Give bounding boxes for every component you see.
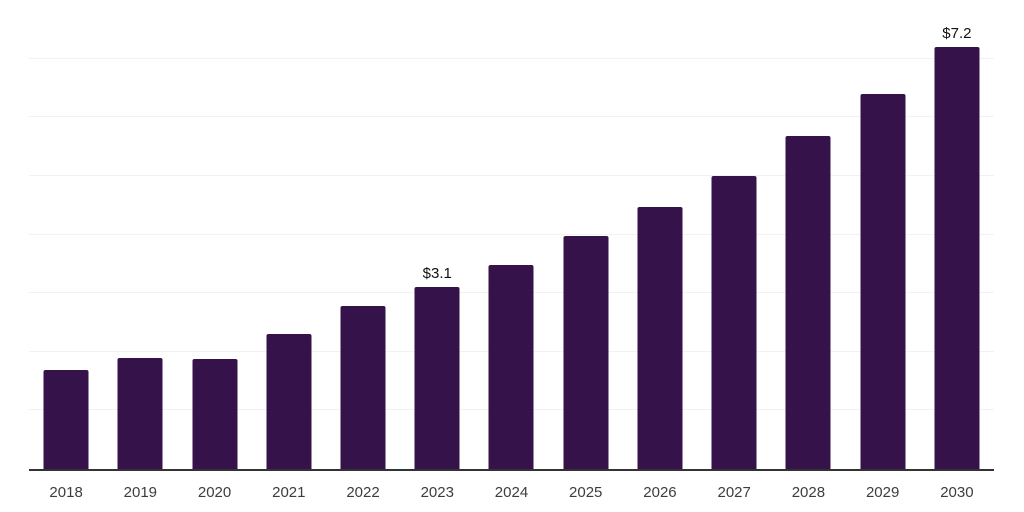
gridline-5	[29, 175, 994, 177]
x-tick-label-2023: 2023	[420, 484, 454, 501]
bar-slot-2019	[103, 0, 177, 469]
bar-2025	[563, 236, 609, 469]
bar-slot-2021	[252, 0, 326, 469]
bar-slot-2029	[846, 0, 920, 469]
value-label-2030: $7.2	[942, 25, 972, 43]
bar-2026	[637, 206, 683, 469]
bar-slot-2024	[474, 0, 548, 469]
gridline-4	[29, 233, 994, 235]
x-tick-label-2022: 2022	[346, 484, 380, 501]
x-tick-label-2019: 2019	[123, 484, 158, 501]
x-tick-label-2029: 2029	[865, 484, 900, 501]
bar-2028	[785, 136, 831, 469]
bar-2018	[43, 369, 89, 469]
bar-slot-2018	[29, 0, 103, 469]
bar-2027	[711, 176, 757, 469]
bar-slot-2022	[326, 0, 400, 469]
x-tick-label-2018: 2018	[49, 484, 83, 501]
x-tick-label-2025: 2025	[569, 484, 603, 501]
bar-2029	[860, 94, 906, 469]
bar-slot-2023: $3.1	[400, 0, 474, 469]
bar-2024	[488, 265, 534, 469]
bar-slot-2025	[549, 0, 623, 469]
bar-2020	[192, 358, 238, 469]
bar-slot-2020	[177, 0, 251, 469]
gridline-7	[29, 57, 994, 59]
bar-slot-2030: $7.2	[920, 0, 994, 469]
x-tick-label-2027: 2027	[717, 484, 751, 501]
bar-slot-2027	[697, 0, 771, 469]
x-axis-line	[29, 469, 994, 471]
x-tick-label-2020: 2020	[197, 484, 232, 501]
x-tick-label-2026: 2026	[643, 484, 677, 501]
bar-2030	[934, 47, 980, 469]
value-label-2023: $3.1	[422, 265, 452, 283]
gridline-6	[29, 116, 994, 118]
plot-area: $3.1 $7.2	[29, 0, 994, 471]
bar-2023	[414, 287, 460, 469]
bar-slot-2026	[623, 0, 697, 469]
x-tick-label-2021: 2021	[272, 484, 306, 501]
bar-2019	[117, 357, 163, 469]
x-tick-label-2024: 2024	[494, 484, 529, 501]
bar-slot-2028	[771, 0, 845, 469]
x-tick-label-2030: 2030	[940, 484, 974, 501]
x-tick-label-2028: 2028	[791, 484, 826, 501]
bar-2021	[266, 334, 312, 469]
bar-2022	[340, 305, 386, 469]
x-axis-tick-labels: 2018 2019 2020 2021 2022 2023 2024 2025 2026 2027…	[29, 484, 994, 504]
